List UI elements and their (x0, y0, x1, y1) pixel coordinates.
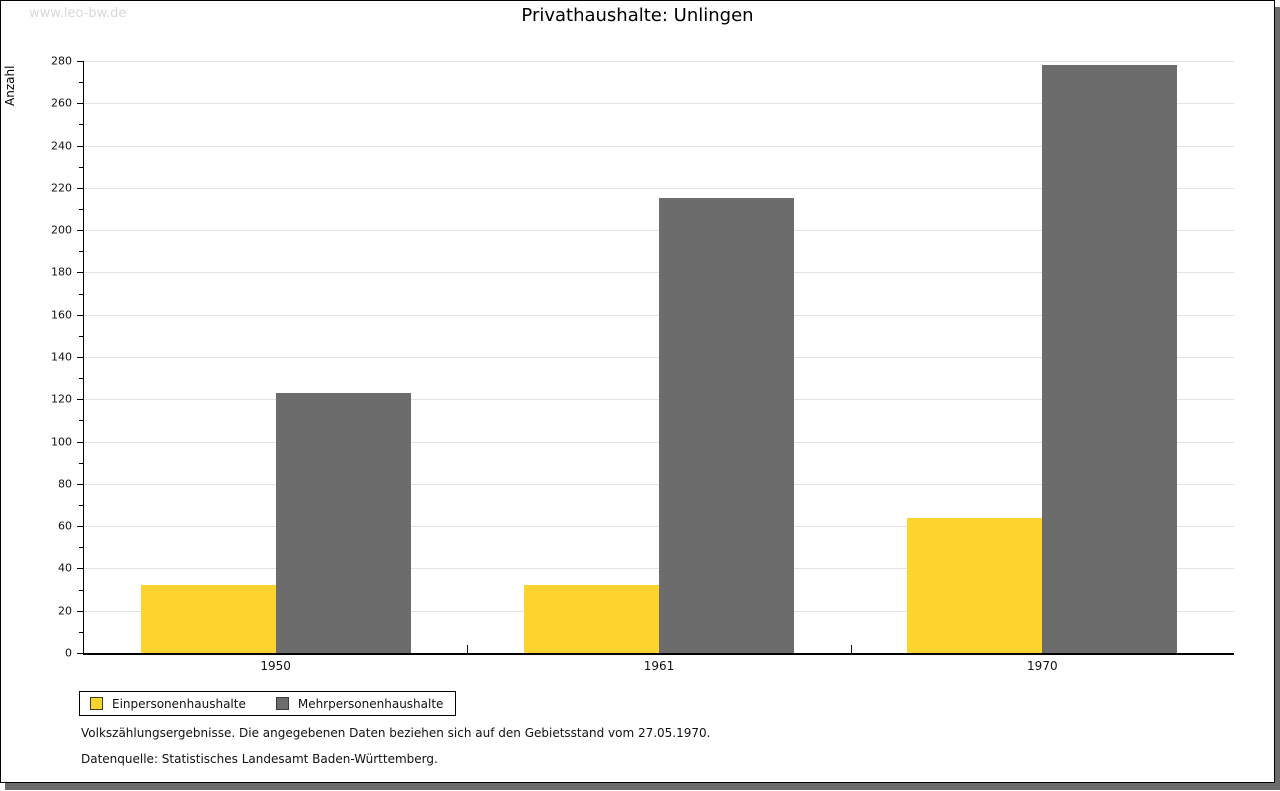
y-tick-label-280: 280 (51, 54, 72, 68)
y-tick-label-100: 100 (51, 435, 72, 449)
footnotes: Volkszählungsergebnisse. Die angegebenen… (81, 726, 710, 778)
legend-item-einpersonenhaushalte: Einpersonenhaushalte (90, 697, 246, 711)
y-major-tick-160 (77, 314, 83, 316)
plot-area: 0 20 40 60 80 100 120 140 160 180 200 220 240 260 280 1… (51, 55, 1234, 673)
y-tick-label-80: 80 (58, 477, 72, 491)
y-tick-label-0: 0 (65, 646, 72, 660)
legend-label-mehrpersonenhaushalte: Mehrpersonenhaushalte (297, 696, 444, 711)
y-minor-tick-150 (79, 335, 83, 337)
y-tick-label-200: 200 (51, 223, 72, 237)
legend: Einpersonenhaushalte Mehrpersonenhaushalt… (79, 691, 457, 716)
y-tick-label-160: 160 (51, 308, 72, 322)
y-major-tick-60 (77, 526, 83, 528)
y-major-tick-40 (77, 568, 83, 570)
y-tick-label-180: 180 (51, 265, 72, 279)
y-major-tick-0 (77, 653, 83, 654)
chart-title: Privathaushalte: Unlingen (521, 5, 754, 26)
legend-label-einpersonenhaushalte: Einpersonenhaushalte (112, 696, 246, 711)
y-major-tick-200 (77, 230, 83, 232)
bar-einpersonenhaushalte-1961 (524, 585, 659, 653)
y-tick-label-140: 140 (51, 350, 72, 364)
y-minor-tick-130 (79, 378, 83, 380)
x-tick-label-1961: 1961 (643, 659, 675, 673)
gridline-260 (84, 103, 1234, 105)
bar-einpersonenhaushalte-1970 (907, 517, 1043, 653)
y-minor-tick-30 (79, 589, 83, 591)
x-tick-label-1950: 1950 (260, 659, 291, 673)
footnote-line1: Volkszählungsergebnisse. Die angegebenen… (81, 726, 711, 740)
legend-swatch-mehrpersonenhaushalte (275, 697, 289, 710)
bar-mehrpersonenhaushalte-1950 (275, 392, 411, 653)
y-tick-label-220: 220 (51, 181, 72, 195)
y-major-tick-100 (77, 441, 83, 443)
y-major-tick-260 (77, 103, 83, 105)
y-major-tick-180 (77, 272, 83, 274)
y-major-tick-20 (77, 610, 83, 612)
y-axis-label: Anzahl (3, 65, 17, 106)
gridline-220 (84, 187, 1234, 189)
gridline-240 (84, 145, 1234, 147)
y-major-tick-140 (77, 357, 83, 358)
y-major-tick-240 (77, 145, 83, 147)
bar-mehrpersonenhaushalte-1961 (659, 198, 794, 653)
y-minor-tick-50 (79, 547, 83, 549)
legend-swatch-einpersonenhaushalte (90, 697, 103, 710)
y-minor-tick-110 (79, 420, 83, 422)
y-tick-label-20: 20 (58, 604, 72, 618)
legend-item-mehrpersonenhaushalte: Mehrpersonenhaushalte (275, 696, 444, 711)
y-major-tick-220 (77, 187, 83, 189)
x-boundary-tick-1 (467, 645, 469, 653)
y-minor-tick-170 (79, 293, 83, 295)
x-tick-label-1970: 1970 (1027, 659, 1058, 673)
footnote-line2: Datenquelle: Statistisches Landesamt Bad… (81, 752, 438, 766)
y-minor-tick-90 (79, 462, 83, 464)
y-tick-label-260: 260 (51, 96, 72, 110)
bar-mehrpersonenhaushalte-1970 (1042, 65, 1178, 653)
y-major-tick-80 (77, 483, 83, 485)
y-tick-label-120: 120 (51, 392, 72, 406)
y-minor-tick-210 (79, 209, 83, 210)
gridline-280 (84, 61, 1234, 62)
y-major-tick-280 (77, 61, 83, 62)
y-minor-tick-230 (79, 166, 83, 168)
y-minor-tick-190 (79, 251, 83, 253)
y-tick-label-40: 40 (58, 561, 72, 575)
y-tick-label-60: 60 (58, 519, 72, 533)
y-minor-tick-250 (79, 124, 83, 126)
y-minor-tick-270 (79, 82, 83, 84)
y-minor-tick-70 (79, 505, 83, 506)
watermark: www.leo-bw.de (29, 6, 127, 21)
y-minor-tick-10 (79, 631, 83, 633)
bar-einpersonenhaushalte-1950 (140, 585, 276, 653)
y-tick-label-240: 240 (51, 139, 72, 153)
y-major-tick-120 (77, 399, 83, 401)
x-boundary-tick-2 (850, 645, 852, 653)
